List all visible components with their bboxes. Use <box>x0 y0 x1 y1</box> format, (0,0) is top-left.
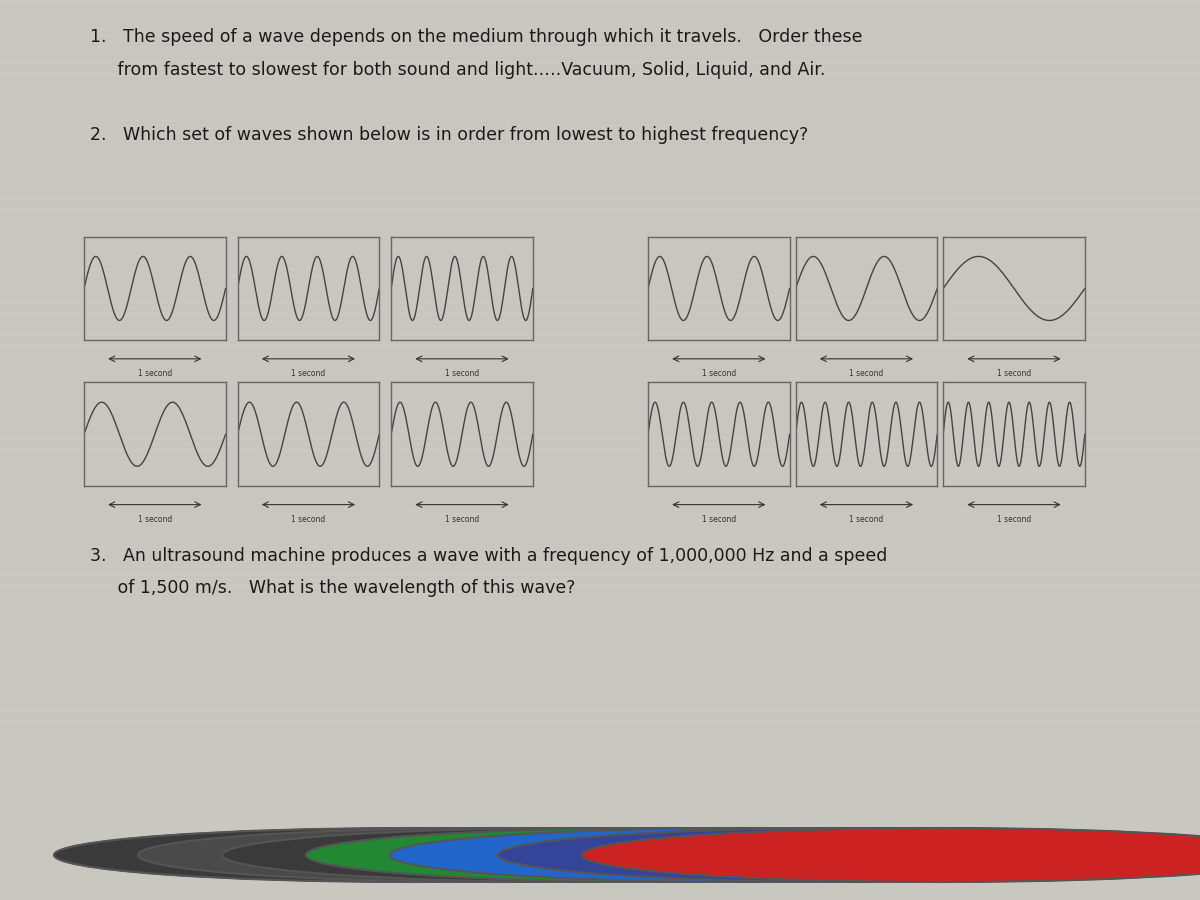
Text: 1 second: 1 second <box>445 369 479 378</box>
Text: 3.   An ultrasound machine produces a wave with a frequency of 1,000,000 Hz and : 3. An ultrasound machine produces a wave… <box>90 546 887 565</box>
Circle shape <box>498 828 1200 882</box>
Text: 2.   Which set of waves shown below is in order from lowest to highest frequency: 2. Which set of waves shown below is in … <box>90 126 809 144</box>
Circle shape <box>306 828 1026 882</box>
Text: 1 second: 1 second <box>997 369 1031 378</box>
Text: of 1,500 m/s.   What is the wavelength of this wave?: of 1,500 m/s. What is the wavelength of … <box>90 580 575 598</box>
Text: 1 second: 1 second <box>292 515 325 524</box>
Circle shape <box>390 828 1110 882</box>
Text: 1.   The speed of a wave depends on the medium through which it travels.   Order: 1. The speed of a wave depends on the me… <box>90 28 863 46</box>
Text: 1 second: 1 second <box>138 515 172 524</box>
Text: 1 second: 1 second <box>445 515 479 524</box>
Text: 1 second: 1 second <box>850 369 883 378</box>
Text: 1 second: 1 second <box>292 369 325 378</box>
Circle shape <box>54 828 774 882</box>
Circle shape <box>222 828 942 882</box>
Text: 1 second: 1 second <box>850 515 883 524</box>
Text: 1 second: 1 second <box>702 515 736 524</box>
Text: from fastest to slowest for both sound and light.….Vacuum, Solid, Liquid, and Ai: from fastest to slowest for both sound a… <box>90 61 826 79</box>
Text: 1 second: 1 second <box>997 515 1031 524</box>
Text: 1 second: 1 second <box>702 369 736 378</box>
Circle shape <box>582 828 1200 882</box>
Text: 1 second: 1 second <box>138 369 172 378</box>
Circle shape <box>138 828 858 882</box>
